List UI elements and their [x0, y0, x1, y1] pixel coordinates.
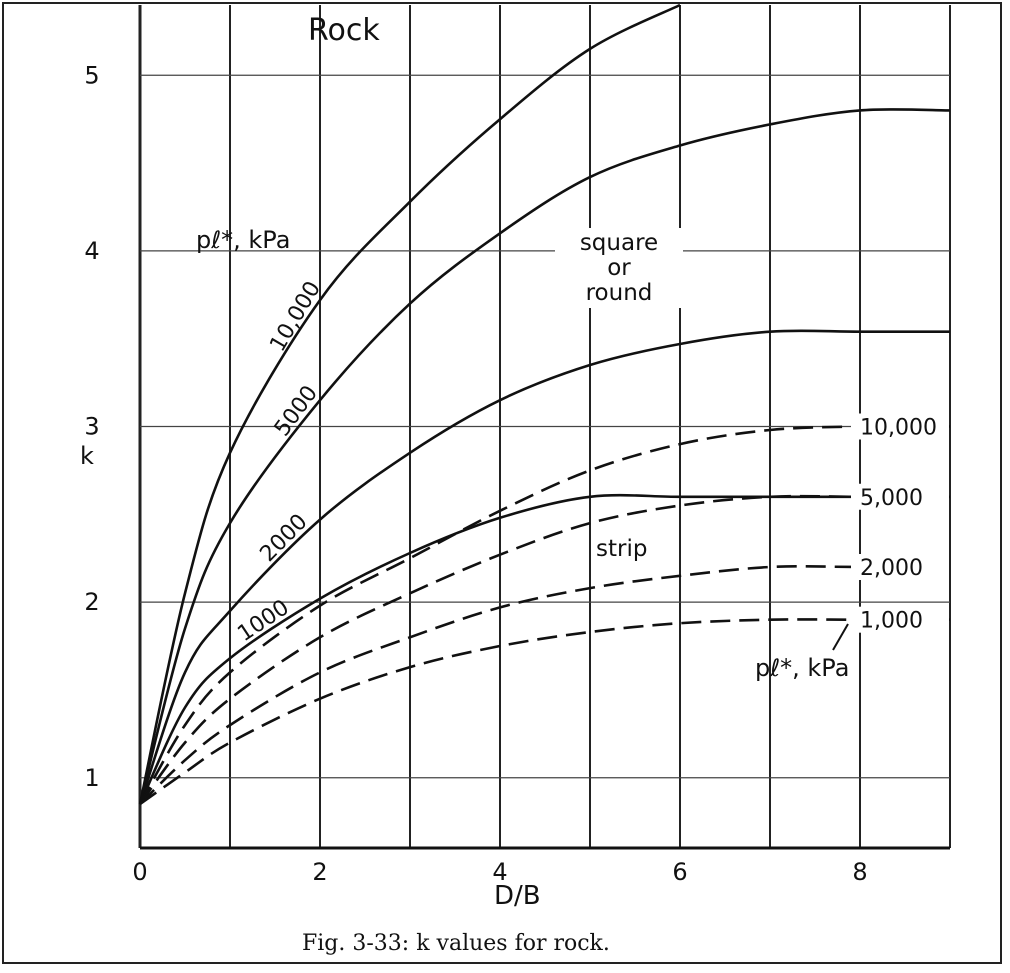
square-curve-label: 10,000 — [265, 277, 326, 356]
figure-caption: Fig. 3-33: k values for rock. — [302, 931, 610, 956]
legend-title-top-text: pℓ*, kPa — [196, 226, 290, 254]
square-curve-label: 5000 — [270, 381, 323, 441]
strip-group-label: strip — [596, 536, 647, 562]
square-group-label-line: or — [607, 255, 631, 281]
strip-curve-label: 2,000 — [860, 556, 923, 581]
strip-curve-label-bg — [851, 554, 949, 580]
square-curve-label: 2000 — [256, 509, 313, 566]
strip-curve-label: 10,000 — [860, 416, 937, 441]
x-axis-label: D/B — [494, 881, 541, 911]
x-tick-label: 2 — [312, 858, 327, 886]
tick-labels: 0 2 4 6 8 1 2 3 4 5 — [84, 61, 867, 886]
strip-curve-label-bg — [851, 606, 949, 633]
chart-title: Rock — [308, 13, 380, 48]
strip-curve-10000 — [138, 424, 951, 805]
y-tick-label: 1 — [84, 764, 99, 792]
x-tick-label: 0 — [132, 858, 147, 886]
y-tick-label: 4 — [84, 237, 99, 265]
curves: 10,000 5000 2000 1000 10,000 5,000 2,000 1,000 — [138, 3, 951, 806]
legend-title-top: pℓ*, kPa — [196, 226, 290, 254]
strip-curve-label: 5,000 — [860, 486, 923, 511]
square-curve-10000 — [138, 3, 681, 805]
y-tick-label: 2 — [84, 588, 99, 616]
strip-curve-label-bg — [851, 483, 949, 510]
y-tick-label: 5 — [84, 61, 99, 89]
strip-curve-label: 1,000 — [860, 609, 923, 634]
square-curve-label: 1000 — [233, 595, 293, 647]
figure-border — [2, 2, 1002, 964]
square-group-label-line: square — [580, 230, 658, 256]
square-curve-5000 — [138, 108, 951, 805]
legend-title-bottom-text: pℓ*, kPa — [755, 654, 849, 682]
strip-curve-1000 — [139, 618, 950, 806]
strip-curve-2000 — [139, 565, 950, 806]
x-tick-label: 6 — [672, 858, 687, 886]
square-curve-1000 — [138, 493, 950, 805]
strip-curve-5000 — [138, 494, 950, 805]
x-tick-label: 4 — [492, 858, 507, 886]
y-tick-label: 3 — [84, 413, 99, 441]
strip-curve-label-bg — [851, 413, 949, 440]
legend-pointer — [832, 623, 849, 651]
square-label-bg — [555, 228, 683, 308]
grid — [138, 5, 951, 850]
square-group-label-line: round — [586, 280, 653, 306]
y-axis-label: k — [80, 442, 94, 470]
x-tick-label: 8 — [852, 858, 867, 886]
square-curve-2000 — [138, 329, 950, 805]
legend-title-bottom: pℓ*, kPa — [755, 623, 849, 682]
